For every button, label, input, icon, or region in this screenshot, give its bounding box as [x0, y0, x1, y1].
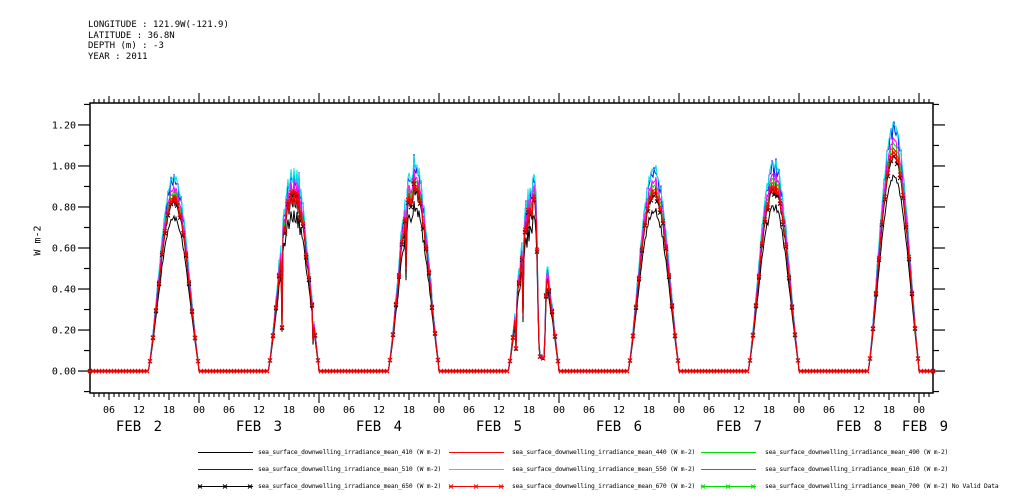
- x-hour-label: 12: [853, 405, 865, 416]
- x-hour-label: 06: [223, 405, 235, 416]
- latitude-line: LATITUDE : 36.8N: [88, 30, 175, 41]
- y-tick-label: 0.20: [52, 326, 76, 337]
- series-line-440: [90, 146, 933, 372]
- x-hour-label: 18: [523, 405, 535, 416]
- x-hour-label: 18: [163, 405, 175, 416]
- x-hour-label: 06: [583, 405, 595, 416]
- x-hour-label: 12: [493, 405, 505, 416]
- x-day-label: FEB 4: [356, 419, 402, 435]
- x-hour-label: 00: [553, 405, 565, 416]
- x-hour-label: 18: [283, 405, 295, 416]
- x-hour-label: 12: [733, 405, 745, 416]
- x-hour-label: 12: [373, 405, 385, 416]
- x-hour-label: 00: [793, 405, 805, 416]
- x-hour-label: 18: [643, 405, 655, 416]
- x-hour-label: 18: [403, 405, 415, 416]
- x-hour-label: 06: [823, 405, 835, 416]
- y-tick-label: 0.60: [52, 244, 76, 255]
- x-hour-label: 06: [463, 405, 475, 416]
- x-day-label: FEB 2: [116, 419, 162, 435]
- x-hour-label: 06: [343, 405, 355, 416]
- x-hour-label: 18: [883, 405, 895, 416]
- y-tick-label: 1.20: [52, 120, 76, 131]
- x-hour-label: 00: [913, 405, 925, 416]
- y-tick-label: 0.00: [52, 367, 76, 378]
- x-hour-label: 06: [703, 405, 715, 416]
- y-tick-label: 0.40: [52, 285, 76, 296]
- x-hour-label: 00: [433, 405, 445, 416]
- plot-metadata-block: LONGITUDE : 121.9W(-121.9) LATITUDE : 36…: [88, 20, 229, 62]
- year-line: YEAR : 2011: [88, 51, 148, 62]
- x-hour-label: 18: [763, 405, 775, 416]
- x-hour-label: 12: [133, 405, 145, 416]
- x-hour-label: 00: [313, 405, 325, 416]
- x-day-label: FEB 7: [716, 419, 762, 435]
- longitude-line: LONGITUDE : 121.9W(-121.9): [88, 20, 229, 30]
- x-hour-label: 12: [253, 405, 265, 416]
- x-hour-label: 06: [103, 405, 115, 416]
- x-hour-label: 12: [613, 405, 625, 416]
- x-day-label: FEB 6: [596, 419, 642, 435]
- series-line-550: [90, 121, 933, 372]
- x-day-label: FEB 9: [902, 419, 948, 435]
- x-day-label: FEB 5: [476, 419, 522, 435]
- series-line-510: [90, 121, 933, 372]
- depth-line: DEPTH (m) : -3: [88, 41, 164, 51]
- y-tick-label: 1.00: [52, 161, 76, 172]
- x-day-label: FEB 8: [836, 419, 882, 435]
- y-tick-label: 0.80: [52, 202, 76, 213]
- series-markers-670: [87, 150, 936, 374]
- x-day-label: FEB 3: [236, 419, 282, 435]
- x-hour-label: 00: [673, 405, 685, 416]
- x-hour-label: 00: [193, 405, 205, 416]
- series-markers-650: [87, 154, 936, 374]
